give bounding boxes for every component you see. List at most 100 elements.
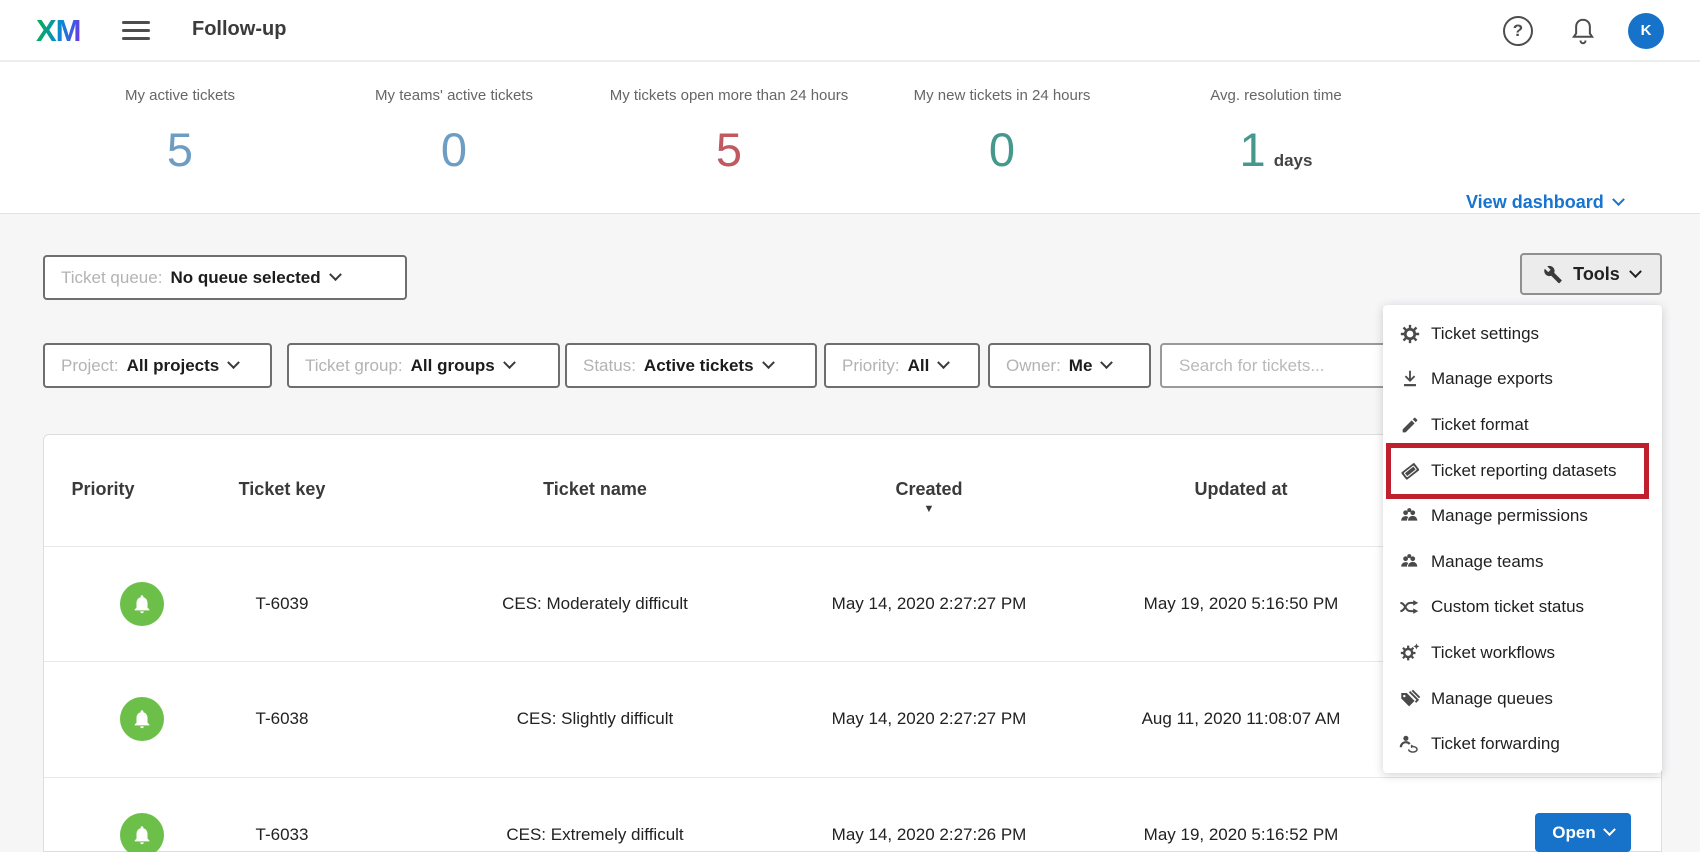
menu-item-ticket-forwarding[interactable]: Ticket forwarding xyxy=(1383,721,1662,767)
chevron-down-icon xyxy=(502,356,516,370)
person-forward-icon xyxy=(1399,735,1418,753)
ticket-key-cell: T-6033 xyxy=(255,825,309,844)
menu-item-manage-queues[interactable]: Manage queues xyxy=(1383,676,1662,722)
priority-low-badge xyxy=(120,582,164,626)
view-dashboard-label: View dashboard xyxy=(1466,192,1604,212)
project-filter-dropdown[interactable]: Project: All projects xyxy=(43,343,272,388)
open-button-label: Open xyxy=(1552,822,1596,842)
hamburger-menu-icon[interactable] xyxy=(122,21,152,41)
menu-item-ticket-format[interactable]: Ticket format xyxy=(1383,402,1662,448)
stat-label: My new tickets in 24 hours xyxy=(913,87,1091,104)
ticket-queue-dropdown[interactable]: Ticket queue: No queue selected xyxy=(43,255,407,300)
column-header-created[interactable]: Created xyxy=(895,479,963,499)
sort-desc-icon: ▼ xyxy=(923,503,935,515)
chevron-down-icon xyxy=(328,268,342,282)
tags-icon xyxy=(1401,689,1421,706)
owner-filter-dropdown[interactable]: Owner: Me xyxy=(988,343,1151,388)
column-header-ticket-name[interactable]: Ticket name xyxy=(543,479,647,499)
ticket-key-cell: T-6038 xyxy=(255,709,309,728)
menu-item-label: Ticket format xyxy=(1431,414,1529,434)
ticket-name-cell: CES: Slightly difficult xyxy=(516,709,674,728)
chevron-down-icon xyxy=(1100,356,1114,370)
gear-icon xyxy=(1400,324,1420,343)
chevron-down-icon xyxy=(937,356,951,370)
menu-item-ticket-reporting-datasets[interactable]: Ticket reporting datasets xyxy=(1383,448,1662,494)
ticket-key-cell: T-6039 xyxy=(255,594,309,613)
filter-value: All projects xyxy=(126,355,220,375)
bell-icon xyxy=(134,826,150,845)
ticket-name-cell: CES: Extremely difficult xyxy=(506,825,684,844)
bell-icon xyxy=(134,710,150,729)
stats-bar: My active tickets 5 My teams' active tic… xyxy=(0,62,1700,214)
ticket-name-cell: CES: Moderately difficult xyxy=(502,594,688,613)
stat-value: 5 xyxy=(715,123,743,176)
ticket-queue-value: No queue selected xyxy=(170,267,321,287)
help-icon[interactable]: ? xyxy=(1503,16,1533,46)
menu-item-ticket-settings[interactable]: Ticket settings xyxy=(1383,311,1662,357)
menu-item-label: Custom ticket status xyxy=(1431,597,1585,617)
tools-dropdown-menu: Ticket settings Manage exports Ticket fo… xyxy=(1383,305,1662,773)
column-header-priority[interactable]: Priority xyxy=(71,479,135,499)
open-ticket-button[interactable]: Open xyxy=(1535,813,1631,852)
status-filter-dropdown[interactable]: Status: Active tickets xyxy=(565,343,817,388)
page-title: Follow-up xyxy=(192,18,287,40)
user-avatar[interactable]: K xyxy=(1628,13,1664,49)
menu-item-ticket-workflows[interactable]: Ticket workflows xyxy=(1383,630,1662,676)
chevron-down-icon xyxy=(761,356,775,370)
ticket-icon xyxy=(1401,462,1420,480)
updated-cell: Aug 11, 2020 11:08:07 AM xyxy=(1141,709,1341,728)
people-icon xyxy=(1401,553,1418,567)
filter-label: Priority: xyxy=(842,355,900,375)
priority-filter-dropdown[interactable]: Priority: All xyxy=(824,343,980,388)
stat-label: My teams' active tickets xyxy=(375,87,533,104)
xm-logo[interactable]: XM xyxy=(36,13,81,48)
created-cell: May 14, 2020 2:27:27 PM xyxy=(831,594,1027,613)
chevron-down-icon xyxy=(1628,264,1642,278)
pencil-icon xyxy=(1402,417,1418,433)
crossing-arrows-icon xyxy=(1400,600,1419,615)
ticket-group-filter-dropdown[interactable]: Ticket group: All groups xyxy=(287,343,560,388)
stat-avg-resolution: Avg. resolution time 1 days xyxy=(1106,62,1446,177)
column-header-updated-at[interactable]: Updated at xyxy=(1194,479,1288,499)
chevron-down-icon xyxy=(227,356,241,370)
created-cell: May 14, 2020 2:27:27 PM xyxy=(831,709,1027,728)
updated-cell: May 19, 2020 5:16:52 PM xyxy=(1143,825,1339,844)
stat-value: 5 xyxy=(166,123,194,176)
menu-item-manage-teams[interactable]: Manage teams xyxy=(1383,539,1662,585)
menu-item-custom-ticket-status[interactable]: Custom ticket status xyxy=(1383,585,1662,631)
stat-value: 0 xyxy=(988,123,1016,176)
menu-item-label: Manage exports xyxy=(1431,369,1553,389)
priority-low-badge xyxy=(120,813,164,852)
stat-suffix: days xyxy=(1273,151,1313,170)
filter-value: All groups xyxy=(410,355,495,375)
filter-label: Ticket group: xyxy=(305,355,403,375)
notifications-bell-icon[interactable] xyxy=(1568,15,1598,47)
menu-item-manage-exports[interactable]: Manage exports xyxy=(1383,357,1662,403)
menu-item-label: Ticket settings xyxy=(1431,323,1540,343)
menu-item-label: Manage permissions xyxy=(1431,506,1588,526)
table-row[interactable]: T-6038 CES: Slightly difficult May 14, 2… xyxy=(44,661,1661,776)
tools-label: Tools xyxy=(1573,263,1620,284)
stat-teams-active-tickets: My teams' active tickets 0 xyxy=(284,62,624,177)
filter-label: Owner: xyxy=(1006,355,1061,375)
table-row[interactable]: T-6039 CES: Moderately difficult May 14,… xyxy=(44,546,1661,661)
chevron-down-icon xyxy=(1602,823,1616,837)
gear-spark-icon xyxy=(1400,643,1420,661)
stat-value: 0 xyxy=(440,123,468,176)
priority-low-badge xyxy=(120,697,164,741)
tools-button[interactable]: Tools xyxy=(1520,253,1662,295)
updated-cell: May 19, 2020 5:16:50 PM xyxy=(1143,594,1339,613)
menu-item-manage-permissions[interactable]: Manage permissions xyxy=(1383,493,1662,539)
stat-new-24h: My new tickets in 24 hours 0 xyxy=(832,62,1172,177)
stat-my-active-tickets: My active tickets 5 xyxy=(10,62,350,177)
ticket-queue-label: Ticket queue: xyxy=(61,267,163,287)
chevron-down-icon xyxy=(1611,193,1625,207)
bell-icon xyxy=(134,595,150,614)
people-icon xyxy=(1401,508,1418,521)
table-row[interactable]: T-6033 CES: Extremely difficult May 14, … xyxy=(44,777,1661,852)
view-dashboard-link[interactable]: View dashboard xyxy=(1466,192,1625,213)
column-header-ticket-key[interactable]: Ticket key xyxy=(238,479,326,499)
filter-value: Active tickets xyxy=(643,355,754,375)
menu-item-label: Ticket forwarding xyxy=(1431,734,1560,754)
